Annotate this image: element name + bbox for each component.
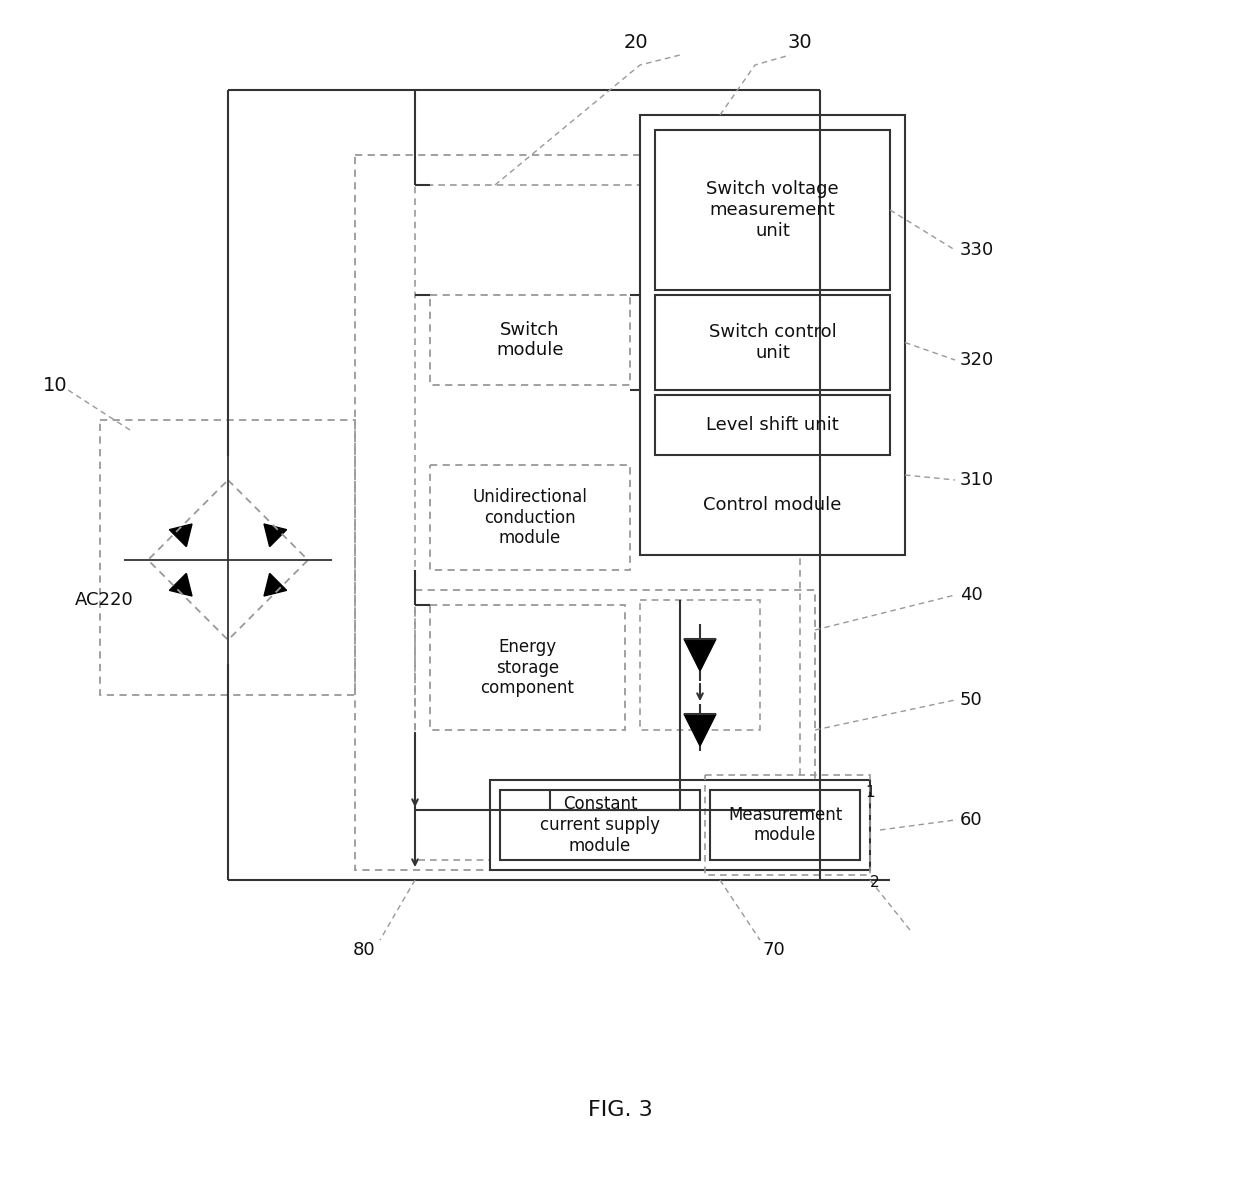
Polygon shape — [170, 524, 192, 547]
Bar — [711, 790, 861, 860]
Bar — [706, 775, 870, 875]
Bar — [415, 590, 815, 810]
Text: Control module: Control module — [703, 496, 842, 514]
Text: 20: 20 — [624, 33, 649, 52]
Text: FIG. 3: FIG. 3 — [588, 1100, 652, 1120]
Bar — [430, 465, 630, 570]
Text: 330: 330 — [960, 241, 994, 259]
Text: 1: 1 — [866, 785, 874, 800]
Text: 2: 2 — [870, 875, 879, 891]
Text: 50: 50 — [960, 691, 983, 709]
Bar — [655, 294, 890, 390]
Text: 40: 40 — [960, 585, 983, 604]
Polygon shape — [264, 574, 286, 596]
Text: Unidirectional
conduction
module: Unidirectional conduction module — [472, 488, 588, 548]
Bar — [430, 605, 625, 730]
Text: 310: 310 — [960, 471, 994, 489]
Polygon shape — [170, 574, 192, 596]
Bar — [500, 790, 701, 860]
Bar — [655, 395, 890, 455]
Text: Switch
module: Switch module — [496, 320, 564, 359]
Polygon shape — [684, 638, 715, 671]
Text: Switch control
unit: Switch control unit — [708, 323, 836, 362]
Bar — [355, 155, 820, 871]
Text: 60: 60 — [960, 810, 982, 829]
Bar — [640, 600, 760, 730]
Bar — [490, 780, 870, 871]
Text: AC220: AC220 — [74, 591, 134, 609]
Bar — [640, 115, 905, 555]
Text: Constant
current supply
module: Constant current supply module — [539, 795, 660, 855]
Text: 30: 30 — [787, 33, 812, 52]
Text: Level shift unit: Level shift unit — [706, 416, 839, 434]
Polygon shape — [264, 524, 286, 547]
Text: 70: 70 — [763, 941, 785, 959]
Text: Switch voltage
measurement
unit: Switch voltage measurement unit — [707, 180, 838, 240]
Bar — [430, 294, 630, 385]
Text: 10: 10 — [42, 376, 67, 395]
Text: 320: 320 — [960, 351, 994, 369]
Polygon shape — [684, 714, 715, 746]
Bar — [100, 421, 355, 695]
Bar — [415, 185, 800, 860]
Text: Measurement
module: Measurement module — [728, 806, 842, 845]
Text: Energy
storage
component: Energy storage component — [481, 637, 574, 697]
Text: 80: 80 — [352, 941, 374, 959]
Bar — [655, 130, 890, 290]
